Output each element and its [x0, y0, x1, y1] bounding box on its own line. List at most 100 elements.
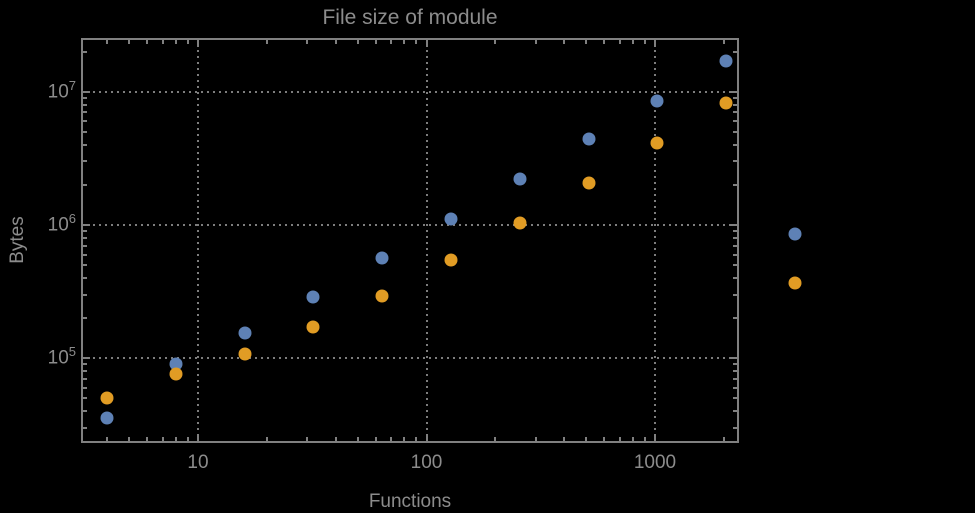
y-tick: [83, 50, 87, 53]
x-tick: [654, 434, 656, 441]
x-tick: [563, 437, 566, 441]
data-point-series-orange: [444, 253, 458, 267]
x-tick: [631, 437, 634, 441]
x-tick: [186, 437, 189, 441]
x-tick: [534, 437, 537, 441]
x-tick: [494, 437, 497, 441]
y-tick: [733, 410, 737, 413]
x-tick: [654, 40, 656, 47]
y-tick: [733, 277, 737, 279]
y-tick: [83, 370, 87, 373]
x-tick: [174, 40, 177, 44]
x-tick: [161, 437, 164, 441]
x-tick: [374, 40, 377, 44]
y-tick: [733, 317, 737, 320]
x-tick: [603, 437, 606, 441]
x-tick: [631, 40, 634, 44]
y-tick: [83, 253, 87, 256]
y-tick: [733, 230, 737, 233]
x-tick: [643, 40, 646, 44]
x-tick: [563, 40, 566, 44]
x-tick: [356, 40, 359, 44]
y-tick: [83, 377, 87, 380]
x-tick: [618, 40, 621, 44]
data-point-series-orange: [306, 320, 320, 334]
y-tick: [83, 236, 87, 239]
y-tick: [83, 264, 87, 267]
x-tick: [603, 40, 606, 44]
x-tick: [334, 40, 337, 44]
data-point-series-orange: [238, 347, 252, 361]
x-tick: [265, 40, 268, 44]
x-tick: [356, 437, 359, 441]
x-tick: [106, 437, 109, 441]
x-tick: [415, 40, 418, 44]
x-tick: [161, 40, 164, 44]
y-tick: [83, 397, 87, 400]
x-tick: [585, 40, 588, 44]
y-tick: [733, 160, 737, 163]
x-tick: [585, 437, 588, 441]
x-tick: [425, 40, 428, 47]
y-tick: [83, 230, 87, 233]
gridline-y-10e7: [81, 90, 739, 93]
x-tick-label: 100: [410, 452, 443, 473]
x-tick: [722, 40, 725, 44]
y-tick: [83, 426, 87, 429]
y-tick: [730, 224, 737, 226]
y-tick: [83, 244, 87, 247]
x-tick: [403, 437, 406, 441]
x-tick: [722, 437, 725, 441]
x-tick: [534, 40, 537, 44]
y-tick: [733, 426, 737, 429]
data-point-series-blue: [375, 251, 389, 265]
y-tick: [83, 143, 87, 146]
y-tick: [83, 363, 87, 366]
x-tick: [425, 434, 428, 441]
y-tick: [83, 317, 87, 320]
y-tick: [83, 293, 87, 296]
y-tick: [733, 244, 737, 247]
data-point-series-orange: [513, 216, 527, 230]
y-tick: [733, 111, 737, 114]
plot-frame: [81, 38, 739, 443]
x-tick: [415, 437, 418, 441]
y-tick: [733, 377, 737, 380]
y-tick: [733, 264, 737, 267]
x-tick: [197, 434, 199, 441]
x-tick: [643, 437, 646, 441]
x-tick: [197, 40, 199, 47]
x-tick: [265, 437, 268, 441]
x-tick: [334, 437, 337, 441]
data-point-series-blue: [719, 54, 733, 68]
data-point-series-orange: [719, 96, 733, 110]
x-tick: [128, 40, 131, 44]
x-tick-label: 1000: [633, 452, 677, 473]
x-tick-label: 10: [187, 452, 209, 473]
x-tick: [494, 40, 497, 44]
data-point-series-blue: [306, 290, 320, 304]
gridline-x-10: [197, 38, 199, 443]
y-tick: [733, 386, 737, 389]
y-tick: [83, 103, 87, 106]
y-tick: [83, 111, 87, 114]
y-tick: [733, 397, 737, 400]
gridline-y-10e6: [81, 224, 739, 226]
y-tick: [83, 90, 90, 93]
y-tick: [733, 50, 737, 53]
chart-title: File size of module: [322, 6, 498, 29]
y-tick: [733, 96, 737, 99]
y-tick: [730, 90, 737, 93]
y-tick: [83, 130, 87, 133]
data-point-series-orange: [169, 367, 183, 381]
data-point-series-blue: [444, 212, 458, 226]
y-tick: [733, 143, 737, 146]
x-tick: [174, 437, 177, 441]
y-tick: [83, 224, 90, 226]
data-point-series-orange: [788, 276, 802, 290]
y-tick: [733, 293, 737, 296]
data-point-series-orange: [582, 176, 596, 190]
y-tick: [733, 370, 737, 373]
data-point-series-orange: [650, 136, 664, 150]
x-tick: [146, 40, 149, 44]
